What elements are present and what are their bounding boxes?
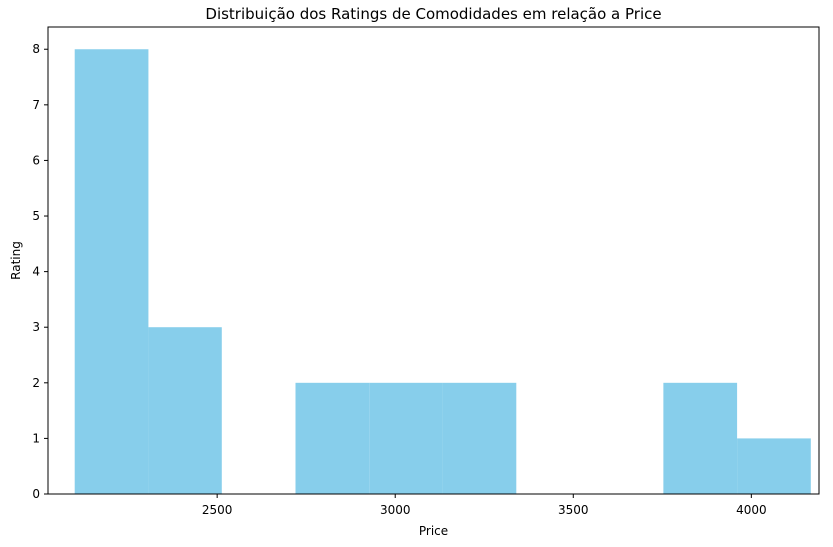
y-axis-label: Rating	[9, 241, 23, 280]
y-tick-label-4: 4	[32, 265, 40, 279]
histogram-bar-4	[369, 382, 443, 494]
x-tick-label-0: 2500	[202, 503, 233, 517]
y-tick-label-8: 8	[32, 42, 40, 56]
histogram-bar-8	[663, 382, 738, 494]
y-tick-label-6: 6	[32, 153, 40, 167]
histogram-bar-5	[442, 382, 517, 494]
plot-frame	[47, 26, 820, 495]
x-axis-ticks: 2500 3000 3500 4000	[202, 494, 767, 517]
histogram-bar-1	[148, 327, 222, 494]
y-tick-label-5: 5	[32, 209, 40, 223]
y-tick-label-2: 2	[32, 376, 40, 390]
chart-title: Distribuição dos Ratings de Comodidades …	[205, 5, 661, 23]
y-tick-label-7: 7	[32, 98, 40, 112]
x-tick-label-1: 3000	[380, 503, 411, 517]
x-axis-label: Price	[419, 524, 448, 538]
histogram-bar-3	[295, 382, 370, 494]
y-tick-label-3: 3	[32, 320, 40, 334]
y-axis-ticks: 0 1 2 3 4 5 6 7 8	[32, 42, 48, 501]
bars-layer	[74, 49, 811, 494]
x-tick-label-2: 3500	[558, 503, 589, 517]
histogram-bar-9	[737, 438, 811, 494]
x-tick-label-3: 4000	[736, 503, 767, 517]
y-tick-label-0: 0	[32, 487, 40, 501]
histogram-bar-0	[74, 49, 149, 494]
y-tick-label-1: 1	[32, 431, 40, 445]
